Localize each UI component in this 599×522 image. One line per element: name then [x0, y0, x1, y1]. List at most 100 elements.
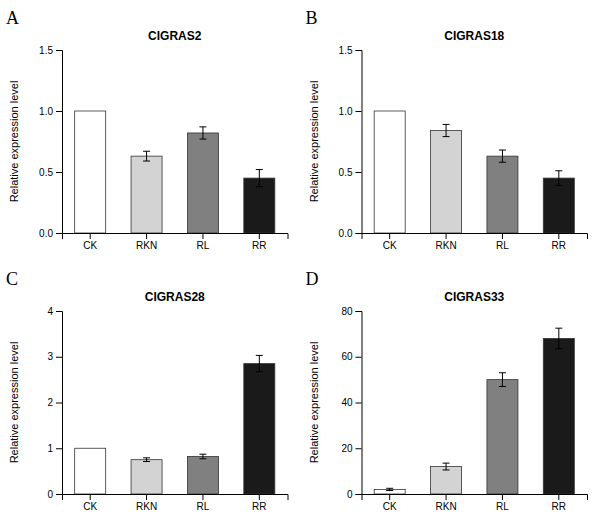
y-tick-mark — [356, 50, 362, 51]
plot-area: 020406080CKRKNRLRR — [341, 306, 587, 512]
error-bar-cap — [386, 490, 393, 491]
x-axis-line — [362, 495, 588, 501]
x-axis: CKRKNRLRR — [362, 494, 588, 512]
y-tick-label: 1.0 — [339, 106, 353, 117]
y-axis: 01234 — [47, 306, 62, 500]
x-axis: CKRKNRLRR — [63, 233, 289, 251]
error-bar — [256, 355, 263, 371]
error-bar-line — [202, 454, 203, 459]
x-tick: RR — [252, 233, 266, 251]
x-tick: RKN — [436, 233, 457, 251]
x-tick: RKN — [136, 494, 157, 512]
error-bar-cap — [256, 371, 263, 372]
y-tick-label: 1.5 — [39, 45, 53, 56]
x-tick: CK — [83, 494, 97, 512]
x-tick: CK — [383, 494, 397, 512]
x-tick: RL — [197, 494, 210, 512]
y-tick-label: 80 — [341, 306, 353, 317]
error-bar-cap — [499, 386, 506, 387]
y-tick-mark — [56, 50, 62, 51]
error-bar — [256, 170, 263, 187]
x-tick-label: RKN — [436, 501, 457, 512]
error-bar-line — [558, 328, 559, 349]
error-bar — [499, 150, 506, 162]
bar — [131, 460, 162, 494]
x-tick-label: RKN — [436, 240, 457, 251]
error-bar-cap — [443, 463, 450, 464]
y-tick-label: 1.5 — [339, 45, 353, 56]
error-bar-cap — [499, 372, 506, 373]
x-tick-mark — [202, 233, 203, 239]
y-tick-label: 60 — [341, 351, 353, 362]
y-tick-mark — [56, 494, 62, 495]
bar — [543, 338, 574, 494]
y-tick-mark — [56, 357, 62, 358]
error-bar-cap — [443, 124, 450, 125]
x-tick-mark — [446, 233, 447, 239]
error-bar-line — [146, 458, 147, 462]
error-bar-cap — [443, 469, 450, 470]
x-tick-label: RR — [252, 501, 266, 512]
y-tick-label: 0.5 — [339, 167, 353, 178]
x-tick-label: RR — [552, 240, 566, 251]
error-bar-cap — [143, 461, 150, 462]
panel: 0.00.51.01.5CKRKNRLRRCIGRAS2Relative exp… — [6, 8, 288, 251]
y-tick: 4 — [47, 306, 62, 317]
y-tick: 2 — [47, 397, 62, 408]
x-tick-label: CK — [383, 240, 397, 251]
panel: 01234CKRKNRLRRCIGRAS28Relative expressio… — [6, 269, 288, 512]
error-bar — [199, 454, 206, 459]
x-tick-mark — [146, 233, 147, 239]
error-bar — [143, 458, 150, 462]
panel-label: D — [306, 269, 319, 289]
x-tick-mark — [90, 494, 91, 500]
y-tick-mark — [56, 111, 62, 112]
y-tick-label: 0.0 — [339, 228, 353, 239]
plot-area: 01234CKRKNRLRR — [47, 306, 288, 512]
error-bar — [443, 463, 450, 470]
y-tick-mark — [356, 357, 362, 358]
y-axis: 0.0 0.5 1.0 1.5 — [339, 45, 362, 239]
y-tick-label: 1.0 — [39, 106, 53, 117]
error-bar — [386, 488, 393, 490]
x-tick-label: CK — [383, 501, 397, 512]
y-tick-label: 0 — [347, 489, 353, 500]
x-tick: RR — [252, 494, 266, 512]
y-tick-label: 0.5 — [39, 167, 53, 178]
y-tick-mark — [56, 448, 62, 449]
x-tick-label: RL — [197, 240, 210, 251]
y-tick-label: 1 — [47, 443, 53, 454]
error-bar-cap — [256, 169, 263, 170]
x-axis-line — [362, 234, 588, 240]
marks — [374, 111, 574, 233]
panel-label: C — [6, 269, 18, 289]
error-bar — [199, 127, 206, 139]
marks — [75, 355, 275, 494]
panel-label: B — [306, 8, 318, 28]
bar — [75, 111, 106, 233]
y-axis-title: Relative expression level — [308, 81, 320, 203]
y-tick-mark — [56, 172, 62, 173]
y-tick-mark — [56, 233, 62, 234]
bar — [487, 380, 518, 494]
x-axis: CKRKNRLRR — [362, 233, 588, 251]
y-tick: 60 — [341, 351, 361, 362]
marks — [75, 111, 275, 233]
error-bar-cap — [386, 488, 393, 489]
error-bar-line — [146, 151, 147, 161]
bar — [543, 178, 574, 233]
x-tick-mark — [558, 494, 559, 500]
y-tick: 1 — [47, 443, 62, 454]
x-tick-mark — [502, 494, 503, 500]
error-bar-line — [446, 124, 447, 136]
bar — [374, 111, 405, 233]
x-axis: CK RKN RL RR — [63, 494, 289, 512]
y-tick-mark — [356, 494, 362, 495]
y-axis: 0.00.51.01.5 — [39, 45, 62, 239]
bar — [487, 156, 518, 233]
x-tick: RR — [552, 233, 566, 251]
bar — [131, 156, 162, 233]
error-bar-line — [502, 373, 503, 387]
y-axis-line — [56, 312, 63, 495]
y-axis-line — [56, 51, 63, 234]
